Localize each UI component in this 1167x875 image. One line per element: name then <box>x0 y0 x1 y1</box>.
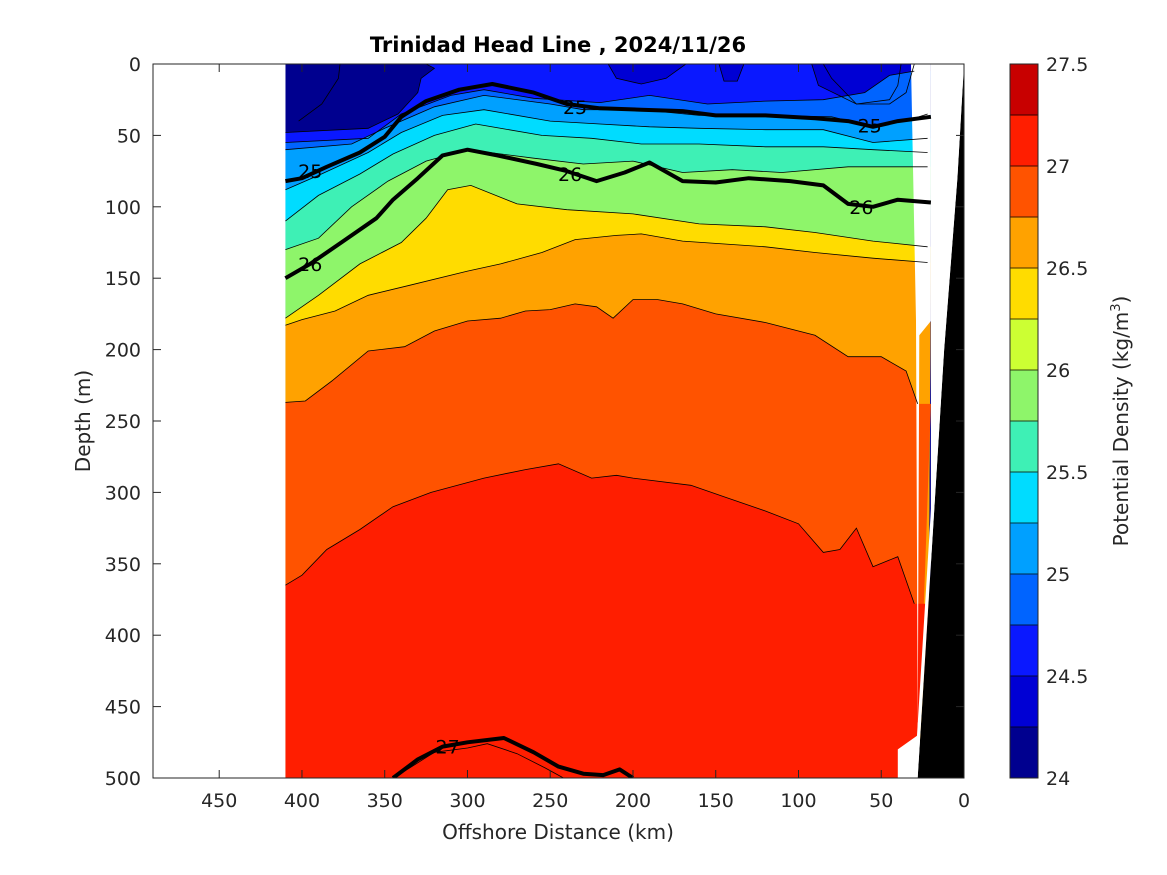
contour-label: 26 <box>849 197 873 219</box>
contour-label: 26 <box>558 164 582 186</box>
chart-title: Trinidad Head Line , 2024/11/26 <box>370 33 746 57</box>
colorbar-swatch <box>1010 625 1038 677</box>
colorbar-tick-label: 25 <box>1046 564 1070 586</box>
density-band <box>298 64 340 122</box>
contour-line <box>607 64 687 85</box>
colorbar-swatch <box>1010 727 1038 779</box>
x-axis-label: Offshore Distance (km) <box>442 820 674 844</box>
colorbar-swatch <box>1010 370 1038 422</box>
no-data-region <box>153 64 286 778</box>
x-tick-label: 250 <box>532 790 568 812</box>
density-band <box>719 64 744 82</box>
contour-line <box>285 299 919 405</box>
colorbar-swatch <box>1010 217 1038 269</box>
colorbar-swatch <box>1010 319 1038 371</box>
contour-line-bold <box>285 82 932 184</box>
x-tick-label: 150 <box>698 790 734 812</box>
contour-line <box>285 463 915 604</box>
colorbar-swatch <box>1010 268 1038 320</box>
contour-line <box>285 149 928 250</box>
contour-line <box>392 743 564 778</box>
density-band <box>608 64 686 84</box>
contour-line <box>285 123 928 222</box>
y-axis-label: Depth (m) <box>71 370 95 472</box>
y-tick-label: 50 <box>117 125 141 147</box>
colorbar-swatch <box>1010 676 1038 728</box>
colorbar-tick-label: 26 <box>1046 360 1070 382</box>
contour-label: 25 <box>858 115 882 137</box>
colorbar-frame <box>1009 63 1039 779</box>
no-data-region <box>897 64 931 778</box>
y-tick-label: 200 <box>105 340 141 362</box>
colorbar-tick-label: 24 <box>1046 768 1070 790</box>
x-tick-label: 0 <box>958 790 970 812</box>
x-tick-label: 50 <box>869 790 893 812</box>
colorbar-swatch <box>1010 166 1038 218</box>
colorbar-swatch <box>1010 523 1038 575</box>
y-tick-label: 450 <box>105 697 141 719</box>
colorbar-swatch <box>1010 115 1038 167</box>
contour-line <box>285 184 928 319</box>
density-bands <box>153 64 931 778</box>
y-tick-label: 100 <box>105 197 141 219</box>
contour-line <box>298 64 341 122</box>
y-axis-ticks: 0 50 100 150 200 250 300 350 400 450 500 <box>105 54 964 790</box>
x-axis-ticks: 450 400 350 300 250 200 150 100 50 0 <box>201 64 970 812</box>
seafloor <box>917 64 964 778</box>
colorbar-swatch <box>1010 64 1038 116</box>
contour-label: 25 <box>563 97 587 119</box>
y-tick-label: 150 <box>105 268 141 290</box>
x-tick-label: 100 <box>780 790 816 812</box>
colorbar-tick-label: 27.5 <box>1046 54 1088 76</box>
y-tick-label: 300 <box>105 482 141 504</box>
contour-line <box>811 64 915 105</box>
contour-line <box>285 233 928 326</box>
colorbar: 24 24.5 25 25.5 26 26.5 27 27.5 <box>1009 54 1088 790</box>
y-tick-label: 250 <box>105 411 141 433</box>
contour-line <box>285 109 928 191</box>
plot-area: 25 25 25 26 26 26 27 <box>153 64 964 778</box>
x-tick-label: 350 <box>367 790 403 812</box>
colorbar-tick-label: 24.5 <box>1046 666 1088 688</box>
contour-label: 25 <box>298 161 322 183</box>
contour-line-bold <box>391 736 635 778</box>
x-tick-label: 300 <box>449 790 485 812</box>
contour-line <box>822 64 902 105</box>
labeled-contour-lines: 25 25 25 26 26 26 27 <box>284 82 932 778</box>
x-tick-label: 200 <box>615 790 651 812</box>
colorbar-swatch <box>1010 574 1038 626</box>
x-tick-label: 450 <box>201 790 237 812</box>
density-band <box>285 463 931 778</box>
colorbar-swatch <box>1010 472 1038 524</box>
contour-label: 26 <box>298 254 322 276</box>
colorbar-label: Potential Density (kg/m3) <box>1109 296 1133 547</box>
colorbar-swatch <box>1010 421 1038 473</box>
colorbar-tick-label: 25.5 <box>1046 462 1088 484</box>
contour-line <box>285 64 436 133</box>
colorbar-tick-label: 26.5 <box>1046 258 1088 280</box>
y-tick-label: 350 <box>105 554 141 576</box>
shelf-edge <box>914 64 964 778</box>
y-tick-label: 0 <box>129 54 141 76</box>
contour-line <box>718 64 745 82</box>
seafloor-mask <box>914 64 964 778</box>
y-tick-label: 500 <box>105 768 141 790</box>
colorbar-tick-label: 27 <box>1046 156 1070 178</box>
contour-label: 27 <box>436 737 460 759</box>
y-tick-label: 400 <box>105 625 141 647</box>
x-tick-label: 400 <box>284 790 320 812</box>
contour-line-bold <box>284 147 932 280</box>
